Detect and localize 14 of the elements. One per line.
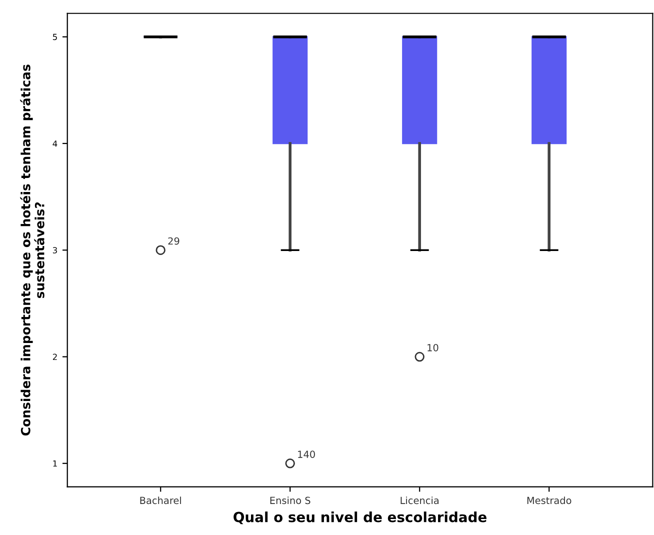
- y-tick-label: 1: [53, 460, 57, 467]
- annotation: 140: [298, 450, 315, 458]
- y-tick-label: 4: [52, 140, 58, 147]
- x-axis-title: Qual o seu nivel de escolaridade: [234, 512, 486, 524]
- annotation: 29: [168, 237, 180, 245]
- x-tick-label: Bacharel: [140, 496, 181, 504]
- x-tick-label: Ensino S: [270, 496, 310, 504]
- y-tick-label: 5: [52, 34, 57, 40]
- x-tick-label: Mestrado: [527, 496, 572, 504]
- y-tick-label: 3: [52, 247, 57, 254]
- y-axis-title: Considera importante que os hotéis tenham práticas sustentáveis?: [20, 64, 44, 436]
- x-tick-label: Licencia: [400, 496, 439, 504]
- y-tick-label: 2: [52, 354, 57, 360]
- annotation: 10: [428, 344, 438, 352]
